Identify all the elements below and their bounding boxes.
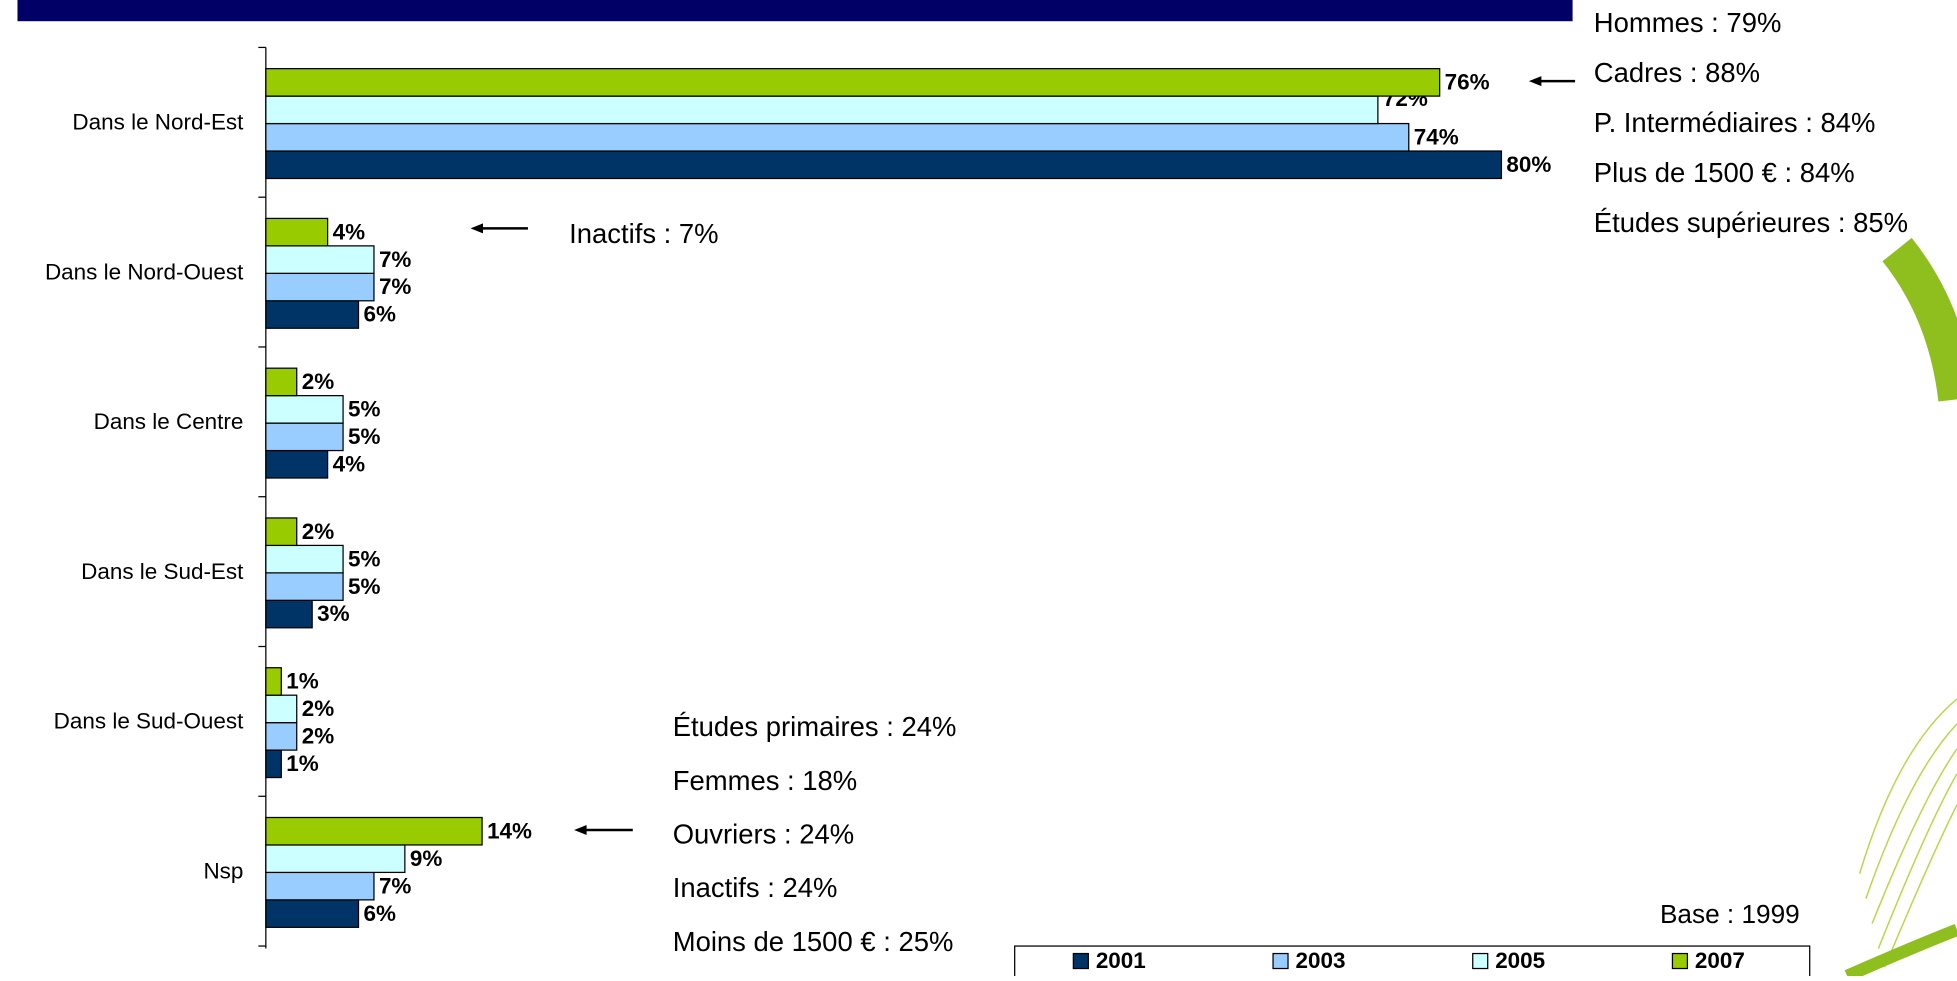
legend-swatch (1472, 952, 1489, 970)
bar (265, 667, 282, 696)
bar (265, 395, 344, 424)
value-label: 1% (286, 669, 318, 694)
value-label: 7% (379, 274, 411, 299)
bar (265, 245, 375, 274)
bar (265, 217, 329, 247)
legend-swatch (1671, 952, 1689, 970)
value-label: 74% (1414, 124, 1459, 149)
legend-swatch (1072, 952, 1089, 970)
value-label: 6% (364, 901, 396, 926)
value-label: 6% (364, 302, 396, 327)
annotation: Plus de 1500 € : 84% (1594, 157, 1855, 188)
annotation: Inactifs : 24% (673, 872, 838, 903)
value-label: 2% (302, 724, 334, 749)
decoration (1844, 237, 1957, 981)
bar (265, 572, 344, 601)
bar (265, 722, 298, 751)
category-label: Nsp (203, 858, 243, 883)
arrows (470, 76, 1576, 835)
annotation: Moins de 1500 € : 25% (673, 926, 954, 957)
bar (265, 95, 1379, 125)
legend-label: 2005 (1495, 948, 1545, 973)
legend-label: 2007 (1695, 948, 1745, 973)
annotation: Inactifs : 7% (569, 218, 718, 249)
bar (265, 871, 375, 901)
annotation: Études primaires : 24% (673, 711, 957, 742)
bar (265, 272, 375, 302)
value-label: 2% (302, 696, 334, 721)
category-label: Dans le Nord-Est (72, 109, 244, 134)
value-label: 9% (410, 846, 442, 871)
bar (265, 694, 298, 724)
legend-label: 2003 (1296, 948, 1346, 973)
category-label: Dans le Sud-Est (81, 559, 244, 584)
value-label: 5% (348, 574, 380, 599)
value-label: 2% (302, 519, 334, 544)
value-label: 5% (348, 546, 380, 571)
annotation: Ouvriers : 24% (673, 818, 854, 849)
base-note: Base : 1999 (1660, 899, 1800, 929)
value-label: 14% (487, 818, 532, 843)
bar (265, 300, 360, 329)
header-band (17, 0, 1573, 22)
value-label: 4% (333, 451, 365, 476)
bar (265, 599, 313, 629)
bar (265, 517, 298, 547)
category-label: Dans le Sud-Ouest (54, 709, 244, 734)
value-label: 80% (1506, 152, 1551, 177)
annotation: Études supérieures : 85% (1594, 207, 1908, 238)
bar (265, 844, 406, 874)
value-label: 5% (348, 397, 380, 422)
annotation: Femmes : 18% (673, 765, 858, 796)
value-label: 76% (1445, 70, 1490, 95)
bar (265, 816, 483, 846)
bar (265, 449, 329, 479)
value-label: 3% (317, 601, 349, 626)
value-label: 2% (302, 369, 334, 394)
annotation: P. Intermédiaires : 84% (1594, 107, 1876, 138)
bar (265, 544, 344, 574)
bar (265, 749, 282, 779)
bar (265, 367, 298, 397)
category-label: Dans le Centre (94, 409, 244, 434)
bar (265, 899, 360, 928)
value-label: 7% (379, 247, 411, 272)
value-label: 1% (286, 751, 318, 776)
category-label: Dans le Nord-Ouest (45, 259, 244, 284)
annotation: Cadres : 88% (1594, 57, 1760, 88)
bar (265, 422, 344, 452)
bar (265, 68, 1441, 97)
value-label: 7% (379, 873, 411, 898)
value-label: 5% (348, 424, 380, 449)
annotation: Hommes : 79% (1594, 7, 1782, 38)
value-label: 4% (333, 219, 365, 244)
legend-swatch (1272, 952, 1289, 970)
legend: 2001 2003 2005 2007 (1014, 945, 1811, 981)
bar (265, 150, 1503, 180)
bar (265, 122, 1410, 152)
legend-label: 2001 (1096, 948, 1146, 973)
